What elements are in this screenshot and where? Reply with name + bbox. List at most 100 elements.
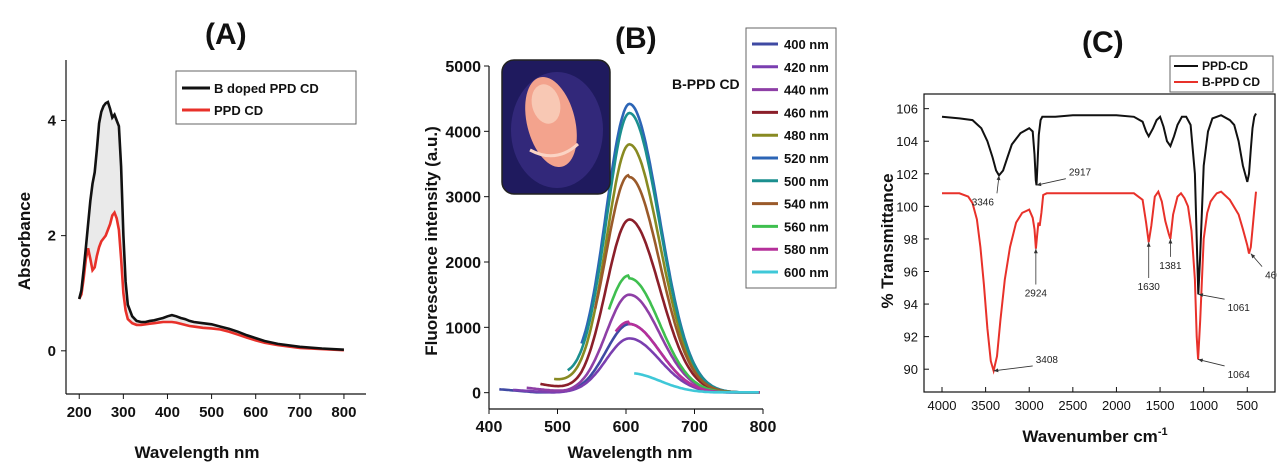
series-line-c-0 [941, 113, 1257, 295]
legend-label-b-10: 600 nm [784, 265, 829, 280]
x-tick-label-c: 1000 [1189, 398, 1218, 413]
annotation-arrowhead-c [1198, 293, 1204, 298]
panel-label-a: (A) [205, 18, 247, 51]
legend-label-b-1: 420 nm [784, 60, 829, 75]
x-tick-label-b: 500 [544, 419, 571, 436]
x-tick-label-a: 800 [331, 404, 356, 421]
x-axis-title-c: Wavenumber cm-1 [1022, 426, 1167, 446]
x-axis-title-c-main: Wavenumber cm [1022, 427, 1157, 446]
annotation-arrow-c [993, 365, 1033, 372]
x-tick-label-c: 3500 [971, 398, 1000, 413]
annotation-b-ppd-cd: B-PPD CD [672, 76, 740, 92]
y-tick-label-b: 3000 [445, 190, 481, 207]
annotation-arrowhead-c [1168, 238, 1173, 244]
x-tick-label-c: 500 [1236, 398, 1258, 413]
y-tick-label-c: 106 [896, 102, 918, 117]
legend-label-c-0: PPD-CD [1202, 59, 1248, 73]
y-axis-title-b: Fluorescence intensity (a.u.) [422, 126, 441, 356]
annotation-arrowhead-c [1146, 242, 1151, 247]
x-tick-label-c: 3000 [1015, 398, 1044, 413]
plot-frame-c [923, 93, 1276, 393]
panel-label-b: (B) [615, 22, 657, 55]
legend-box-a [175, 70, 357, 125]
legend-label-b-3: 460 nm [784, 105, 829, 120]
legend-label-b-7: 540 nm [784, 197, 829, 212]
legend-box-c [1169, 55, 1274, 93]
legend-label-c-1: B-PPD CD [1202, 75, 1260, 89]
chart-panel-b: (B) 400 500 600 700 800 0 1000 2000 3000 4000 5000… [422, 22, 837, 462]
legend-label-a-0: B doped PPD CD [214, 81, 319, 96]
y-tick-label-c: 92 [904, 330, 918, 345]
y-axis-title-c: % Transmittance [878, 173, 897, 308]
x-tick-label-c: 2000 [1102, 398, 1131, 413]
annotation-arrow-c [1036, 178, 1066, 186]
x-tick-label-c: 2500 [1058, 398, 1087, 413]
x-tick-label-a: 500 [199, 404, 224, 421]
series-line-b-10 [634, 372, 759, 394]
chart-panel-c: (C) 4000 3500 3000 2500 2000 1500 1000 500 90 92 9… [878, 26, 1277, 446]
y-tick-label-b: 1000 [445, 320, 481, 337]
legend-label-b-2: 440 nm [784, 83, 829, 98]
x-tick-label-b: 800 [750, 419, 777, 436]
shaded-difference-a [79, 102, 344, 351]
x-tick-label-c: 1500 [1146, 398, 1175, 413]
annotation-label-c: 1381 [1159, 261, 1182, 272]
y-tick-label-b: 0 [472, 386, 481, 403]
y-tick-label-b: 2000 [445, 255, 481, 272]
annotation-arrowhead-c [1250, 253, 1256, 259]
y-tick-label-b: 4000 [445, 124, 481, 141]
x-tick-label-b: 600 [613, 419, 640, 436]
y-tick-label-a: 2 [48, 228, 56, 245]
x-axis-title-c-superscript: -1 [1158, 426, 1168, 438]
annotation-label-c: 1064 [1228, 370, 1251, 381]
annotation-label-c: 1061 [1228, 303, 1251, 314]
annotation-arrowhead-c [1036, 182, 1042, 187]
legend-label-b-9: 580 nm [784, 242, 829, 257]
x-tick-label-a: 400 [155, 404, 180, 421]
legend-label-b-5: 520 nm [784, 151, 829, 166]
annotation-label-c: 3408 [1036, 355, 1059, 366]
annotation-label-c: 460 [1265, 271, 1277, 282]
x-tick-label-a: 200 [67, 404, 92, 421]
y-tick-label-c: 100 [896, 199, 918, 214]
x-tick-label-a: 700 [287, 404, 312, 421]
y-tick-label-c: 94 [904, 297, 918, 312]
y-axis-title-a: Absorbance [15, 192, 34, 290]
x-axis-title-b: Wavelength nm [568, 443, 693, 462]
y-tick-label-a: 0 [48, 343, 56, 360]
annotation-arrowhead-c [1033, 248, 1038, 254]
legend-label-b-4: 480 nm [784, 128, 829, 143]
y-tick-label-a: 4 [48, 112, 57, 129]
x-tick-label-a: 300 [111, 404, 136, 421]
x-tick-label-b: 400 [476, 419, 503, 436]
legend-label-b-0: 400 nm [784, 37, 829, 52]
y-tick-label-b: 5000 [445, 59, 481, 76]
x-axis-title-a: Wavelength nm [135, 443, 260, 462]
panel-label-c: (C) [1082, 26, 1124, 59]
y-tick-label-c: 96 [904, 264, 918, 279]
annotation-label-c: 2917 [1069, 168, 1092, 179]
annotation-label-c: 1630 [1138, 282, 1161, 293]
series-line-c-1 [942, 189, 1257, 375]
y-tick-label-c: 90 [904, 362, 918, 377]
annotation-label-c: 2924 [1025, 289, 1048, 300]
series-line-a-1 [78, 209, 344, 352]
chart-panel-a: (A) 200 300 400 500 600 700 800 0 2 4 B doped PPD… [15, 18, 366, 462]
annotation-label-c: 3346 [972, 197, 995, 208]
y-tick-label-c: 102 [896, 167, 918, 182]
y-tick-label-c: 98 [904, 232, 918, 247]
annotation-arrowhead-c [996, 175, 1001, 181]
series-line-b-0 [499, 322, 760, 394]
inset-photo [501, 59, 611, 195]
legend-label-b-8: 560 nm [784, 219, 829, 234]
legend-label-a-1: PPD CD [214, 103, 263, 118]
legend-label-b-6: 500 nm [784, 174, 829, 189]
x-tick-label-b: 700 [681, 419, 708, 436]
x-tick-label-c: 4000 [928, 398, 957, 413]
series-line-a-0 [77, 100, 344, 351]
y-tick-label-c: 104 [896, 134, 918, 149]
x-tick-label-a: 600 [243, 404, 268, 421]
annotation-arrowhead-c [993, 368, 999, 373]
annotation-arrowhead-c [1198, 358, 1204, 363]
